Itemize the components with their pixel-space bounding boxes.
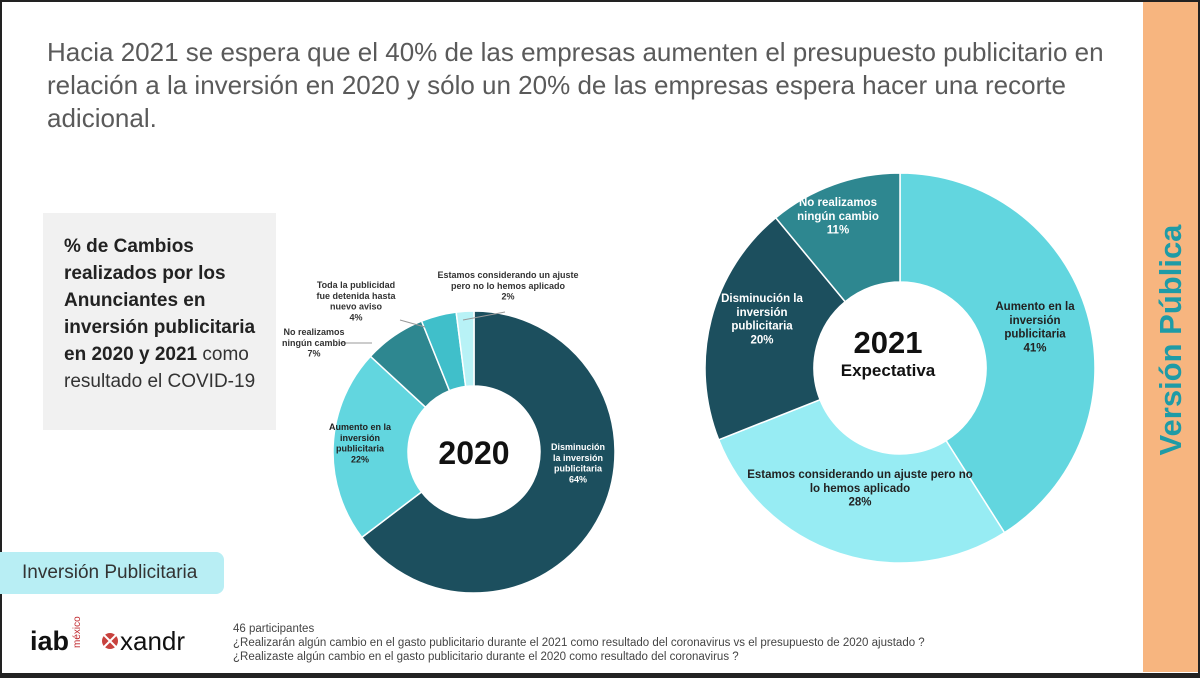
donut-center-title: 2020 (438, 435, 509, 471)
question-2021: ¿Realizarán algún cambio en el gasto pub… (233, 637, 925, 649)
xandr-logo: xandr (120, 626, 185, 656)
description-normal: como resultado el COVID-19 (64, 344, 256, 392)
slice-label: Aumento en la inversión publicitaria 41% (995, 301, 1075, 354)
donut-center-title: 2021 (854, 325, 923, 360)
slice-label: Estamos considerando un ajuste pero no lo… (747, 469, 973, 509)
slice-label: Estamos considerando un ajuste pero no lo… (437, 270, 578, 302)
donut-slice (332, 355, 427, 539)
donut-slice (774, 172, 901, 303)
iab-sub: méxico (72, 616, 83, 648)
xandr-icon (102, 633, 118, 649)
donut-slice (899, 172, 1096, 534)
leader-line (462, 311, 506, 321)
slice-label: Disminución la inversión publicitaria 20% (721, 293, 803, 346)
donut-slice (360, 310, 616, 594)
slice-label: No realizamos ningún cambio 7% (282, 327, 347, 359)
side-bar (1143, 2, 1198, 672)
donut-slice (704, 216, 847, 441)
donut-slice (455, 310, 475, 388)
slice-label: Aumento en la inversión publicitaria 22% (329, 422, 392, 464)
slide-title: Hacia 2021 se espera que el 40% de las e… (47, 37, 1104, 133)
slice-label: No realizamos ningún cambio 11% (797, 197, 879, 237)
logos: iab méxico xandr (30, 610, 210, 665)
chart-description-box: % de Cambios realizados por los Anuncian… (43, 213, 276, 430)
iab-logo: iab (30, 626, 69, 656)
slice-label: Disminución la inversión publicitaria 64% (551, 442, 605, 484)
footer-notes: 46 participantes ¿Realizarán algún cambi… (233, 622, 925, 664)
section-tag: Inversión Publicitaria (0, 552, 224, 594)
question-2020: ¿Realizaste algún cambio en el gasto pub… (233, 651, 739, 663)
participants: 46 participantes (233, 623, 315, 635)
description-bold: % de Cambios realizados por los Anuncian… (64, 236, 256, 365)
slice-label: Toda la publicidad fue detenida hasta nuev… (316, 280, 396, 322)
donut-center-subtitle: Expectativa (841, 361, 936, 380)
leader-line (399, 319, 426, 328)
donut-slice (717, 398, 1006, 564)
